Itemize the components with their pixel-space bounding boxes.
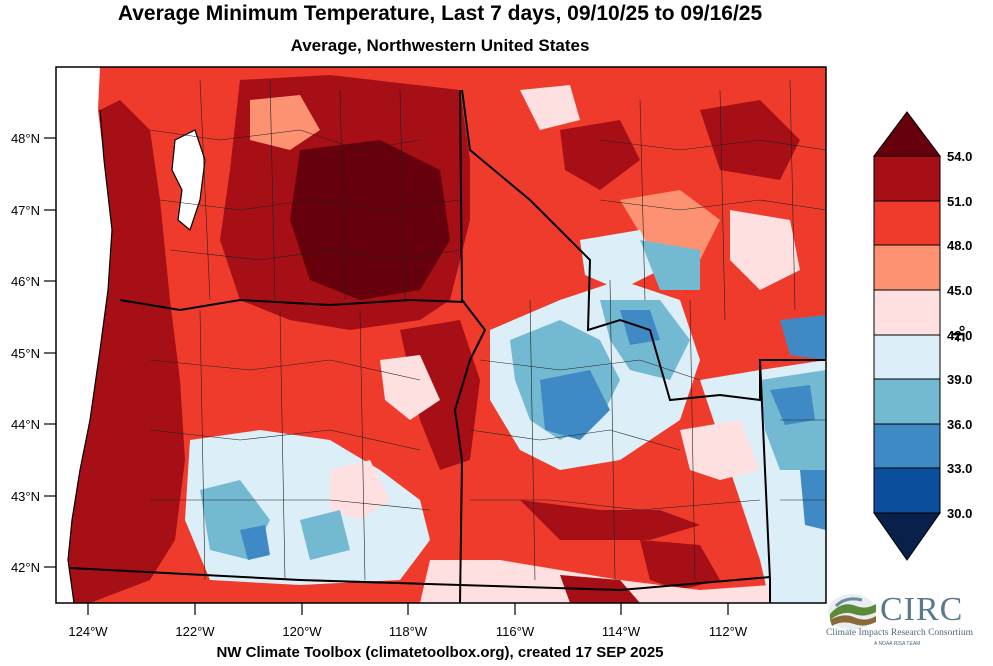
- lat-label-42: 42°N: [11, 560, 40, 575]
- lon-label-122: 122°W: [175, 624, 215, 639]
- county-borders: [149, 79, 826, 581]
- colorbar-band-42-45: [873, 289, 941, 336]
- lon-label-116: 116°W: [496, 624, 535, 639]
- lon-ticks: [87, 603, 729, 615]
- map-frame: [55, 66, 827, 604]
- lon-label-114: 114°W: [602, 624, 641, 639]
- colorbar-top-arrow: [873, 111, 941, 157]
- map-title: Average Minimum Temperature, Last 7 days…: [117, 2, 763, 25]
- temperature-field: [56, 67, 826, 603]
- credit-footer: NW Climate Toolbox (climatetoolbox.org),…: [216, 644, 664, 661]
- map-subtitle: Average, Northwestern United States: [290, 36, 590, 55]
- circ-logo-icon: [828, 594, 876, 630]
- colorbar-label-54: 54.0: [947, 149, 972, 164]
- colorbar-label-48: 48.0: [947, 238, 972, 253]
- colorbar-label-42: 42.0: [947, 328, 972, 343]
- colorbar-band-33-36: [873, 423, 941, 469]
- colorbar-band-36-39: [873, 378, 941, 425]
- lat-label-46: 46°N: [11, 274, 40, 289]
- lat-label-48: 48°N: [11, 131, 40, 146]
- colorbar-label-36: 36.0: [947, 417, 972, 432]
- circ-logo: CIRC Climate Impacts Research Consortium…: [826, 590, 991, 652]
- colorbar-band-51-54: [873, 155, 941, 202]
- colorbar-label-30: 30.0: [947, 506, 972, 521]
- colorbar-label-45: 45.0: [947, 283, 972, 298]
- lon-label-120: 120°W: [282, 624, 322, 639]
- state-borders: [69, 89, 826, 603]
- colorbar: [873, 111, 941, 561]
- lat-label-44: 44°N: [11, 417, 40, 432]
- lat-label-43: 43°N: [11, 489, 40, 504]
- lat-ticks: [44, 137, 56, 568]
- colorbar-label-51: 51.0: [947, 194, 972, 209]
- colorbar-unit-label: °F: [949, 325, 968, 343]
- colorbar-band-30-33: [873, 467, 941, 514]
- colorbar-band-39-42: [873, 334, 941, 380]
- lon-label-124: 124°W: [68, 624, 108, 639]
- colorbar-label-33: 33.0: [947, 461, 972, 476]
- lat-label-45: 45°N: [11, 346, 40, 361]
- lat-label-47: 47°N: [11, 203, 40, 218]
- lon-label-112: 112°W: [709, 624, 748, 639]
- circ-logo-tagline: A NOAA RISA TEAM: [874, 641, 921, 647]
- colorbar-band-45-48: [873, 244, 941, 291]
- lon-label-118: 118°W: [389, 624, 428, 639]
- colorbar-band-48-51: [873, 200, 941, 246]
- circ-logo-subtitle: Climate Impacts Research Consortium: [826, 628, 973, 638]
- colorbar-label-39: 39.0: [947, 372, 972, 387]
- colorbar-bottom-arrow: [873, 512, 941, 561]
- circ-logo-text: CIRC: [880, 591, 964, 628]
